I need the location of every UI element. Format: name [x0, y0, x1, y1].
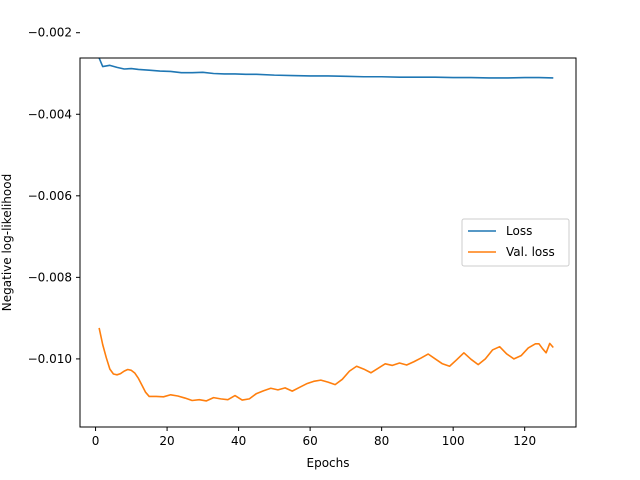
x-axis: 0 20 40 60 80 100 120: [92, 427, 536, 448]
x-tick-label: 60: [302, 434, 317, 448]
y-tick-label: −0.004: [28, 107, 72, 121]
x-axis-title: Epochs: [307, 456, 350, 470]
y-tick-label: −0.002: [28, 26, 72, 40]
x-tick-label: 80: [374, 434, 389, 448]
x-tick-label: 40: [231, 434, 246, 448]
series-line-val-loss: [98, 327, 554, 402]
y-tick-label: −0.010: [28, 352, 72, 366]
x-tick-label: 20: [159, 434, 174, 448]
series-line-loss: [98, 57, 554, 79]
x-tick-label: 0: [92, 434, 100, 448]
plot-frame: [79, 57, 577, 428]
y-axis: −0.010 −0.008 −0.006 −0.004 −0.002: [28, 26, 80, 366]
y-tick-label: −0.006: [28, 189, 72, 203]
legend-label: Loss: [506, 224, 532, 238]
y-tick-label: −0.008: [28, 270, 72, 284]
legend-label: Val. loss: [506, 245, 555, 259]
series-layer: [98, 57, 554, 402]
legend: Loss Val. loss: [461, 218, 570, 267]
x-tick-label: 100: [442, 434, 465, 448]
y-axis-title: Negative log-likelihood: [0, 174, 14, 311]
x-tick-label: 120: [513, 434, 536, 448]
